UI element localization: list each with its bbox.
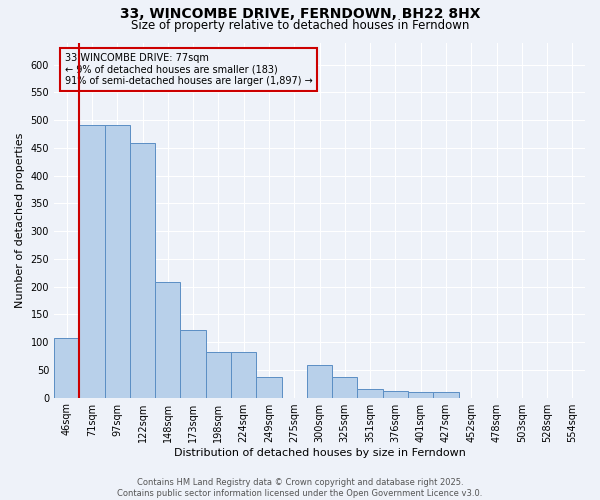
Text: 33, WINCOMBE DRIVE, FERNDOWN, BH22 8HX: 33, WINCOMBE DRIVE, FERNDOWN, BH22 8HX (120, 8, 480, 22)
Bar (433, 392, 458, 398)
Text: Contains HM Land Registry data © Crown copyright and database right 2025.
Contai: Contains HM Land Registry data © Crown c… (118, 478, 482, 498)
Bar (358, 390, 383, 398)
Text: Size of property relative to detached houses in Ferndown: Size of property relative to detached ho… (131, 18, 469, 32)
Text: 33 WINCOMBE DRIVE: 77sqm
← 9% of detached houses are smaller (183)
91% of semi-d: 33 WINCOMBE DRIVE: 77sqm ← 9% of detache… (65, 53, 313, 86)
Bar (231, 352, 256, 398)
Bar (383, 392, 408, 398)
Bar (307, 366, 332, 398)
Bar (332, 376, 358, 398)
Bar (408, 392, 433, 398)
Bar (54, 338, 79, 398)
Bar (79, 125, 104, 398)
Bar (155, 282, 181, 398)
Bar (104, 125, 130, 398)
Y-axis label: Number of detached properties: Number of detached properties (15, 132, 25, 308)
Bar (130, 143, 155, 398)
Bar (181, 330, 206, 398)
Bar (206, 352, 231, 398)
Bar (256, 376, 281, 398)
X-axis label: Distribution of detached houses by size in Ferndown: Distribution of detached houses by size … (173, 448, 466, 458)
